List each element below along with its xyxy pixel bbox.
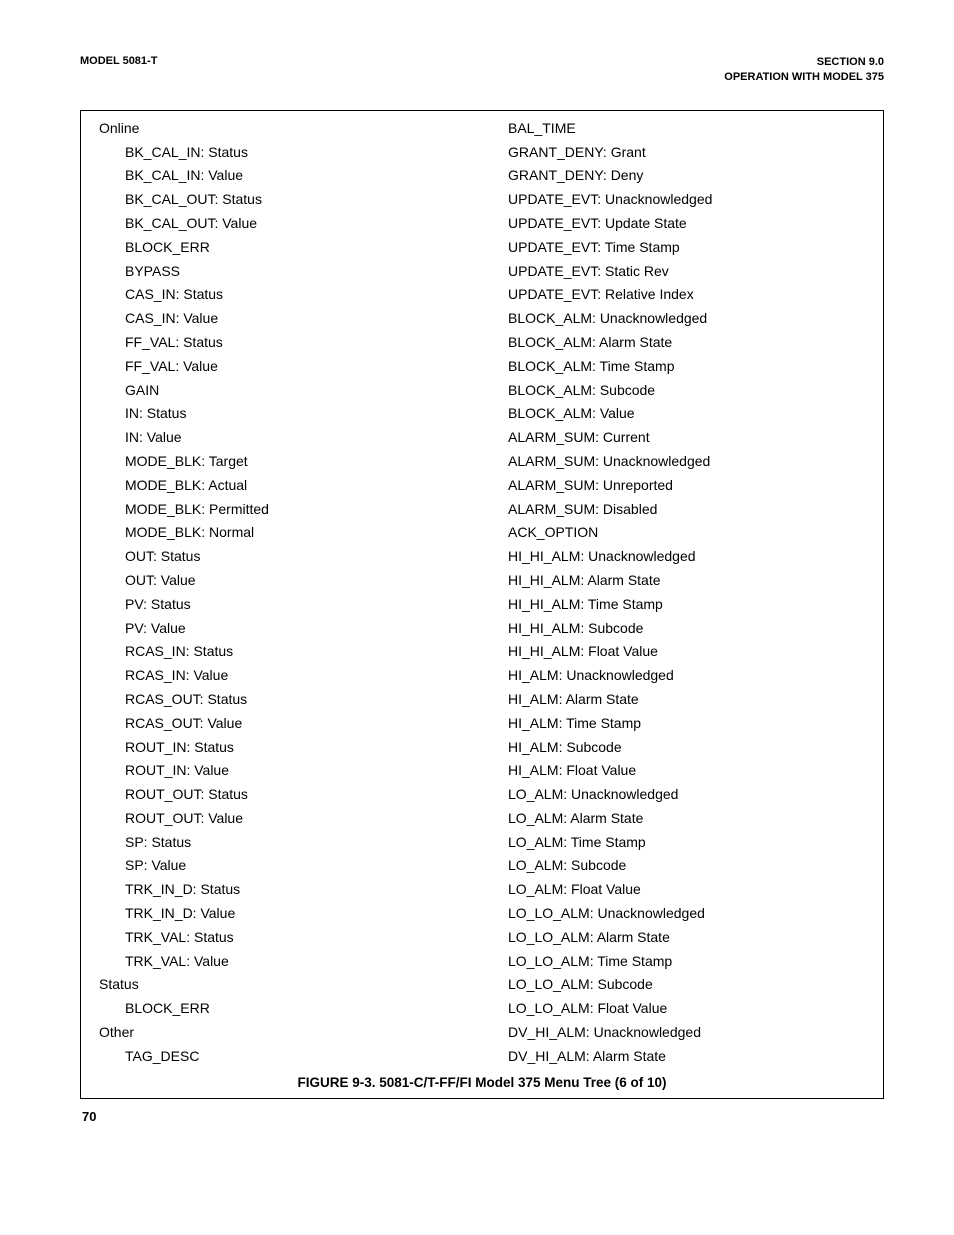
menu-tree-left-column: OnlineBK_CAL_IN: StatusBK_CAL_IN: ValueB… bbox=[99, 117, 482, 1069]
menu-tree-item: HI_HI_ALM: Time Stamp bbox=[482, 593, 865, 617]
menu-tree-item: BYPASS bbox=[99, 260, 482, 284]
menu-tree-item: MODE_BLK: Permitted bbox=[99, 498, 482, 522]
menu-tree-item: SP: Status bbox=[99, 831, 482, 855]
menu-tree-item: CAS_IN: Value bbox=[99, 307, 482, 331]
menu-tree-item: ALARM_SUM: Disabled bbox=[482, 498, 865, 522]
menu-tree-item: HI_HI_ALM: Subcode bbox=[482, 617, 865, 641]
menu-tree-item: TRK_IN_D: Value bbox=[99, 902, 482, 926]
menu-tree-item: HI_ALM: Alarm State bbox=[482, 688, 865, 712]
menu-tree-item: HI_HI_ALM: Unacknowledged bbox=[482, 545, 865, 569]
menu-tree-frame: OnlineBK_CAL_IN: StatusBK_CAL_IN: ValueB… bbox=[80, 110, 884, 1099]
header-model: MODEL 5081-T bbox=[80, 55, 157, 86]
menu-tree-item: TAG_DESC bbox=[99, 1045, 482, 1069]
menu-tree-item: MODE_BLK: Actual bbox=[99, 474, 482, 498]
menu-tree-item: LO_LO_ALM: Unacknowledged bbox=[482, 902, 865, 926]
header-section-number: SECTION 9.0 bbox=[724, 55, 884, 70]
menu-tree-item: BK_CAL_IN: Value bbox=[99, 164, 482, 188]
menu-tree-item: HI_ALM: Float Value bbox=[482, 759, 865, 783]
menu-tree-item: ALARM_SUM: Unacknowledged bbox=[482, 450, 865, 474]
menu-tree-item: OUT: Status bbox=[99, 545, 482, 569]
menu-tree-item: UPDATE_EVT: Relative Index bbox=[482, 283, 865, 307]
menu-tree-item: UPDATE_EVT: Unacknowledged bbox=[482, 188, 865, 212]
menu-tree-item: RCAS_IN: Status bbox=[99, 640, 482, 664]
menu-tree-item: BLOCK_ALM: Value bbox=[482, 402, 865, 426]
menu-tree-item: MODE_BLK: Normal bbox=[99, 521, 482, 545]
menu-tree-item: BK_CAL_OUT: Value bbox=[99, 212, 482, 236]
menu-tree-item: ALARM_SUM: Current bbox=[482, 426, 865, 450]
menu-tree-item: Status bbox=[99, 973, 482, 997]
menu-tree-item: UPDATE_EVT: Update State bbox=[482, 212, 865, 236]
menu-tree-item: SP: Value bbox=[99, 854, 482, 878]
menu-tree-item: PV: Status bbox=[99, 593, 482, 617]
menu-tree-item: BLOCK_ALM: Unacknowledged bbox=[482, 307, 865, 331]
document-page: MODEL 5081-T SECTION 9.0 OPERATION WITH … bbox=[0, 0, 954, 1154]
menu-tree-item: DV_HI_ALM: Unacknowledged bbox=[482, 1021, 865, 1045]
menu-tree-item: RCAS_OUT: Value bbox=[99, 712, 482, 736]
menu-tree-item: LO_LO_ALM: Subcode bbox=[482, 973, 865, 997]
menu-tree-item: UPDATE_EVT: Static Rev bbox=[482, 260, 865, 284]
menu-tree-item: ROUT_OUT: Value bbox=[99, 807, 482, 831]
header-section-title: OPERATION WITH MODEL 375 bbox=[724, 70, 884, 85]
menu-tree-item: TRK_VAL: Status bbox=[99, 926, 482, 950]
menu-tree-item: RCAS_IN: Value bbox=[99, 664, 482, 688]
menu-tree-item: ROUT_IN: Value bbox=[99, 759, 482, 783]
menu-tree-item: PV: Value bbox=[99, 617, 482, 641]
page-number: 70 bbox=[82, 1109, 884, 1124]
menu-tree-item: OUT: Value bbox=[99, 569, 482, 593]
menu-tree-item: BAL_TIME bbox=[482, 117, 865, 141]
menu-tree-item: LO_ALM: Float Value bbox=[482, 878, 865, 902]
figure-caption: FIGURE 9-3. 5081-C/T-FF/FI Model 375 Men… bbox=[81, 1073, 883, 1098]
menu-tree-item: BLOCK_ALM: Subcode bbox=[482, 379, 865, 403]
menu-tree-item: BLOCK_ERR bbox=[99, 997, 482, 1021]
menu-tree-item: GRANT_DENY: Deny bbox=[482, 164, 865, 188]
menu-tree-item: BK_CAL_IN: Status bbox=[99, 141, 482, 165]
menu-tree-right-column: BAL_TIMEGRANT_DENY: GrantGRANT_DENY: Den… bbox=[482, 117, 865, 1069]
menu-tree-item: IN: Value bbox=[99, 426, 482, 450]
menu-tree-item: ROUT_IN: Status bbox=[99, 736, 482, 760]
menu-tree-item: LO_LO_ALM: Time Stamp bbox=[482, 950, 865, 974]
menu-tree-item: BLOCK_ALM: Time Stamp bbox=[482, 355, 865, 379]
menu-tree-item: TRK_VAL: Value bbox=[99, 950, 482, 974]
menu-tree-item: ALARM_SUM: Unreported bbox=[482, 474, 865, 498]
menu-tree-item: HI_HI_ALM: Float Value bbox=[482, 640, 865, 664]
menu-tree-item: BLOCK_ALM: Alarm State bbox=[482, 331, 865, 355]
menu-tree-item: TRK_IN_D: Status bbox=[99, 878, 482, 902]
menu-tree-item: HI_ALM: Unacknowledged bbox=[482, 664, 865, 688]
menu-tree-item: IN: Status bbox=[99, 402, 482, 426]
menu-tree-item: Other bbox=[99, 1021, 482, 1045]
menu-tree-item: BLOCK_ERR bbox=[99, 236, 482, 260]
menu-tree-item: GAIN bbox=[99, 379, 482, 403]
menu-tree-item: ROUT_OUT: Status bbox=[99, 783, 482, 807]
header-section: SECTION 9.0 OPERATION WITH MODEL 375 bbox=[724, 55, 884, 86]
menu-tree-item: HI_HI_ALM: Alarm State bbox=[482, 569, 865, 593]
menu-tree-item: GRANT_DENY: Grant bbox=[482, 141, 865, 165]
menu-tree-item: FF_VAL: Value bbox=[99, 355, 482, 379]
menu-tree-item: FF_VAL: Status bbox=[99, 331, 482, 355]
menu-tree-item: BK_CAL_OUT: Status bbox=[99, 188, 482, 212]
menu-tree-item: HI_ALM: Time Stamp bbox=[482, 712, 865, 736]
menu-tree-item: HI_ALM: Subcode bbox=[482, 736, 865, 760]
menu-tree-item: ACK_OPTION bbox=[482, 521, 865, 545]
menu-tree-item: UPDATE_EVT: Time Stamp bbox=[482, 236, 865, 260]
menu-tree-item: MODE_BLK: Target bbox=[99, 450, 482, 474]
menu-tree-item: LO_ALM: Time Stamp bbox=[482, 831, 865, 855]
menu-tree-item: LO_ALM: Unacknowledged bbox=[482, 783, 865, 807]
menu-tree-columns: OnlineBK_CAL_IN: StatusBK_CAL_IN: ValueB… bbox=[81, 111, 883, 1073]
menu-tree-item: LO_LO_ALM: Float Value bbox=[482, 997, 865, 1021]
menu-tree-item: Online bbox=[99, 117, 482, 141]
menu-tree-item: RCAS_OUT: Status bbox=[99, 688, 482, 712]
menu-tree-item: LO_ALM: Subcode bbox=[482, 854, 865, 878]
page-header: MODEL 5081-T SECTION 9.0 OPERATION WITH … bbox=[80, 55, 884, 86]
menu-tree-item: LO_ALM: Alarm State bbox=[482, 807, 865, 831]
menu-tree-item: LO_LO_ALM: Alarm State bbox=[482, 926, 865, 950]
menu-tree-item: DV_HI_ALM: Alarm State bbox=[482, 1045, 865, 1069]
menu-tree-item: CAS_IN: Status bbox=[99, 283, 482, 307]
